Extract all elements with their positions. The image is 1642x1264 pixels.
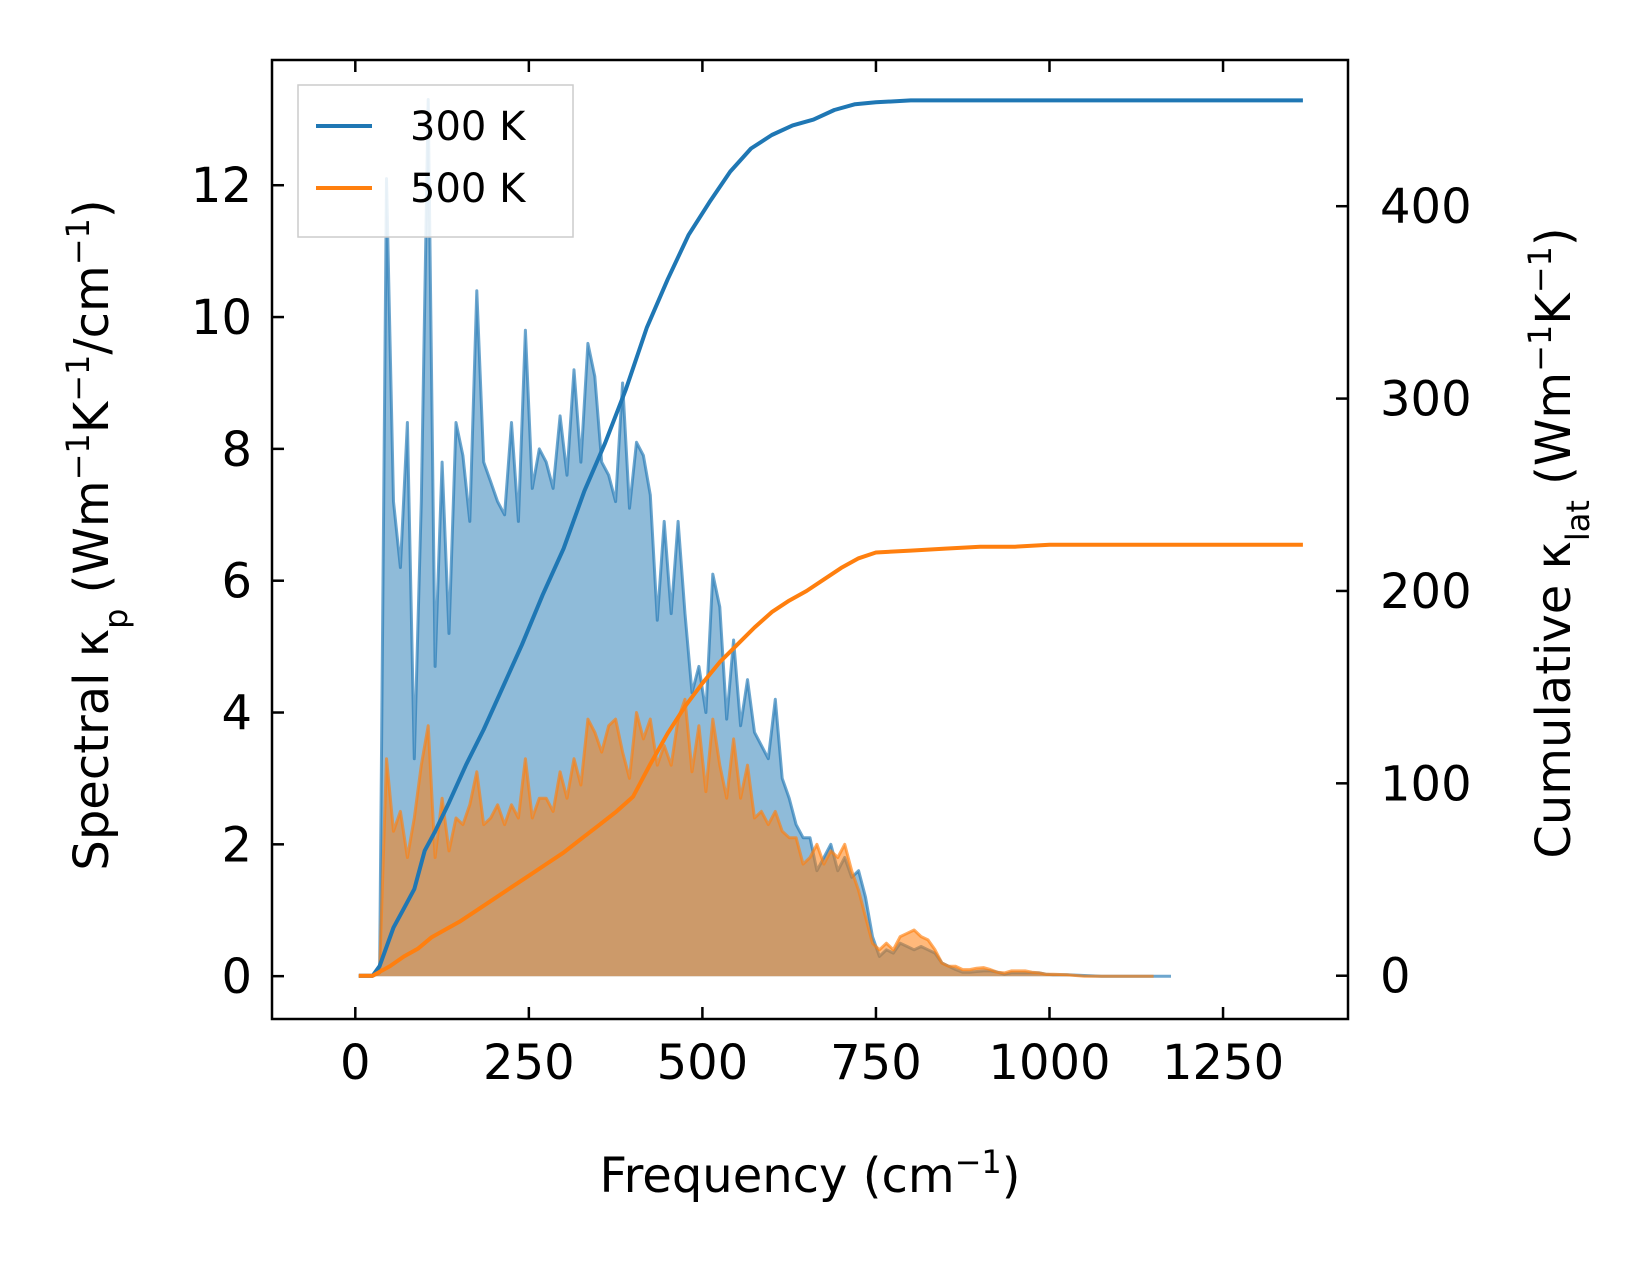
legend: 300 K 500 K xyxy=(297,84,574,238)
y-left-tick-label: 12 xyxy=(191,158,252,214)
y-right-tick-label: 200 xyxy=(1380,564,1472,620)
y-right-tick-label: 400 xyxy=(1380,179,1472,235)
spectral-fills xyxy=(358,98,1171,978)
legend-label-300k: 300 K xyxy=(410,104,527,150)
y-left-tick-label: 0 xyxy=(221,949,252,1005)
y-right-tick-label: 0 xyxy=(1380,949,1411,1005)
y-left-tick-label: 8 xyxy=(221,422,252,478)
x-tick-label: 1250 xyxy=(1162,1035,1284,1091)
y-left-tick-label: 10 xyxy=(191,290,252,346)
x-tick-label: 0 xyxy=(340,1035,371,1091)
legend-box xyxy=(297,84,574,238)
spectral-area-500k xyxy=(358,699,1154,977)
x-axis-label: Frequency (cm−1) xyxy=(599,1143,1020,1204)
x-tick-label: 500 xyxy=(657,1035,749,1091)
cumulative-lines xyxy=(358,98,1303,978)
y-axis-left-label: Spectral κp (Wm−1K−1/cm−1) xyxy=(59,199,135,870)
y-axis-right-label: Cumulative κlat (Wm−1K−1) xyxy=(1521,227,1597,858)
plot-frame xyxy=(270,58,1350,1021)
y-left-tick-label: 2 xyxy=(221,817,252,873)
x-tick-label: 1000 xyxy=(988,1035,1110,1091)
cumulative-line-500k xyxy=(358,542,1303,978)
cumulative-line-300k xyxy=(358,98,1303,978)
x-tick-label: 250 xyxy=(483,1035,575,1091)
y-left-tick-label: 4 xyxy=(221,686,252,742)
legend-label-500k: 500 K xyxy=(410,166,527,212)
y-left-tick-label: 6 xyxy=(221,554,252,610)
y-right-tick-label: 100 xyxy=(1380,756,1472,812)
spectral-area-300k xyxy=(358,99,1171,977)
axis-ticks: 0 250 500 750 1000 1250 0 2 4 6 8 10 12 0 100 200 300 400 xyxy=(191,60,1472,1091)
y-right-tick-label: 300 xyxy=(1380,372,1472,428)
x-tick-label: 750 xyxy=(830,1035,922,1091)
plot-area: 0 250 500 750 1000 1250 0 2 4 6 8 10 12 0 100 200 300 400 xyxy=(191,58,1472,1091)
spectral-line-500k xyxy=(358,697,1154,978)
